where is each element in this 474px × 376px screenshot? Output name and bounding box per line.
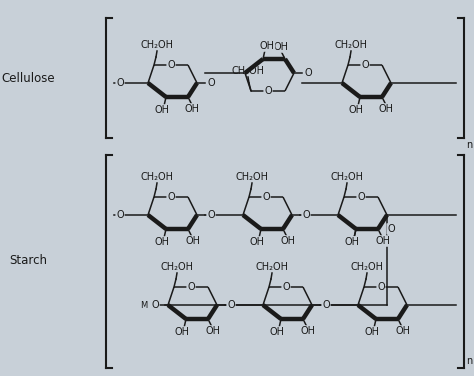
Text: OH: OH [281, 236, 295, 246]
Text: O: O [167, 192, 175, 202]
Text: O: O [282, 282, 290, 292]
Text: O: O [361, 60, 369, 70]
Text: OH: OH [206, 326, 220, 336]
Text: O: O [187, 282, 195, 292]
Text: CH₂OH: CH₂OH [231, 66, 264, 76]
Text: O: O [207, 210, 215, 220]
Text: OH: OH [184, 104, 200, 114]
Text: M: M [140, 300, 147, 309]
Text: OH: OH [155, 237, 170, 247]
Text: O: O [322, 300, 330, 310]
Text: CH₂OH: CH₂OH [140, 40, 173, 50]
Text: O: O [116, 78, 124, 88]
Text: CH₂OH: CH₂OH [255, 262, 289, 272]
Text: CH₂OH: CH₂OH [161, 262, 193, 272]
Text: O: O [151, 300, 159, 310]
Text: O: O [357, 192, 365, 202]
Text: OH: OH [395, 326, 410, 336]
Text: Starch: Starch [9, 253, 47, 267]
Text: O: O [264, 86, 272, 96]
Text: O: O [207, 78, 215, 88]
Text: n: n [466, 140, 472, 150]
Text: O: O [387, 224, 395, 234]
Text: O: O [116, 210, 124, 220]
Text: CH₂OH: CH₂OH [330, 172, 364, 182]
Text: CH₂OH: CH₂OH [350, 262, 383, 272]
Text: OH: OH [273, 42, 289, 52]
Text: CH₂OH: CH₂OH [335, 40, 367, 50]
Text: n: n [466, 356, 472, 366]
Text: O: O [167, 60, 175, 70]
Text: OH: OH [249, 237, 264, 247]
Text: OH: OH [259, 41, 274, 51]
Text: OH: OH [348, 105, 364, 115]
Text: O: O [304, 68, 312, 78]
Text: OH: OH [270, 327, 284, 337]
Text: Cellulose: Cellulose [1, 71, 55, 85]
Text: O: O [302, 210, 310, 220]
Text: OH: OH [174, 327, 190, 337]
Text: OH: OH [365, 327, 380, 337]
Text: OH: OH [345, 237, 359, 247]
Text: CH₂OH: CH₂OH [140, 172, 173, 182]
Text: O: O [377, 282, 385, 292]
Text: OH: OH [375, 236, 391, 246]
Text: O: O [227, 300, 235, 310]
Text: O: O [262, 192, 270, 202]
Text: OH: OH [345, 237, 359, 247]
Text: OH: OH [301, 326, 316, 336]
Text: OH: OH [155, 105, 170, 115]
Text: OH: OH [185, 236, 201, 246]
Text: OH: OH [379, 104, 393, 114]
Text: CH₂OH: CH₂OH [236, 172, 268, 182]
